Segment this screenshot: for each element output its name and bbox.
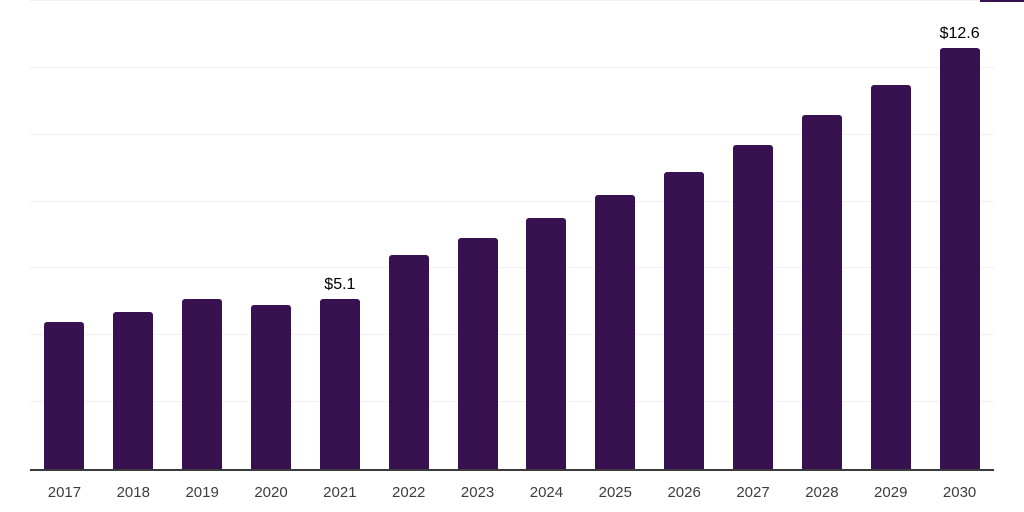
gridline (30, 0, 994, 1)
gridline (30, 401, 994, 403)
bar-slot-2021: $5.1 (305, 1, 374, 469)
bar-2020[interactable] (251, 305, 291, 469)
bar-2025[interactable] (595, 194, 636, 469)
gridline (30, 133, 994, 135)
x-tick-label-2026: 2026 (667, 484, 701, 501)
cropped-top-right-artifact (980, 0, 1024, 2)
bar-slot-2028 (787, 1, 856, 469)
bar-slot-2026 (650, 1, 719, 469)
bar-2026[interactable] (664, 171, 705, 469)
bar-2022[interactable] (388, 255, 429, 469)
bar-slot-2022 (374, 1, 443, 469)
bar-slot-2024 (512, 1, 581, 469)
bar-slot-2030: $12.6 (925, 1, 994, 469)
x-tick-label-2023: 2023 (460, 484, 495, 501)
bar-2023[interactable] (457, 238, 498, 469)
gridline (30, 200, 994, 202)
gridline (30, 66, 994, 68)
bar-2017[interactable] (44, 321, 85, 469)
bar-value-label: $5.1 (324, 275, 356, 293)
x-axis-labels: 2017 2018 2019 2020 2021 2022 2023 2024 2025 2026… (30, 484, 994, 502)
gridline (30, 334, 994, 336)
x-tick-label-2024: 2024 (529, 484, 564, 501)
bar-value-label: $12.6 (939, 24, 980, 42)
x-tick-label-2021: 2021 (323, 484, 357, 501)
x-tick-label-2029: 2029 (874, 484, 908, 501)
bar-2018[interactable] (113, 311, 154, 469)
gridline (30, 267, 994, 269)
bar-slot-2019 (168, 1, 237, 469)
bar-2029[interactable] (870, 84, 911, 469)
bar-slot-2027 (719, 1, 788, 469)
bar-slot-2025 (581, 1, 650, 469)
x-tick-label-2028: 2028 (805, 484, 839, 501)
bar-slot-2023 (443, 1, 512, 469)
x-tick-label-2030: 2030 (942, 484, 977, 501)
bar-slot-2017 (30, 1, 99, 469)
bar-2028[interactable] (801, 114, 842, 469)
bar-slot-2020 (237, 1, 306, 469)
bar-slot-2029 (856, 1, 925, 469)
bar-2027[interactable] (733, 144, 774, 469)
bar-2024[interactable] (526, 218, 567, 469)
x-tick-label-2027: 2027 (736, 484, 770, 501)
bar-2019[interactable] (182, 298, 223, 469)
x-tick-label-2022: 2022 (392, 484, 426, 501)
x-tick-label-2025: 2025 (598, 484, 632, 501)
x-tick-label-2020: 2020 (254, 484, 288, 501)
bar-2021[interactable] (319, 298, 360, 469)
x-tick-label-2018: 2018 (116, 484, 150, 501)
bar-slot-2018 (99, 1, 168, 469)
bars-container: $5.1 $12.6 (30, 1, 994, 469)
bar-2030[interactable] (939, 47, 980, 469)
x-tick-label-2019: 2019 (185, 484, 219, 501)
plot-area: $5.1 $12.6 (30, 0, 994, 471)
x-tick-label-2017: 2017 (47, 484, 82, 501)
